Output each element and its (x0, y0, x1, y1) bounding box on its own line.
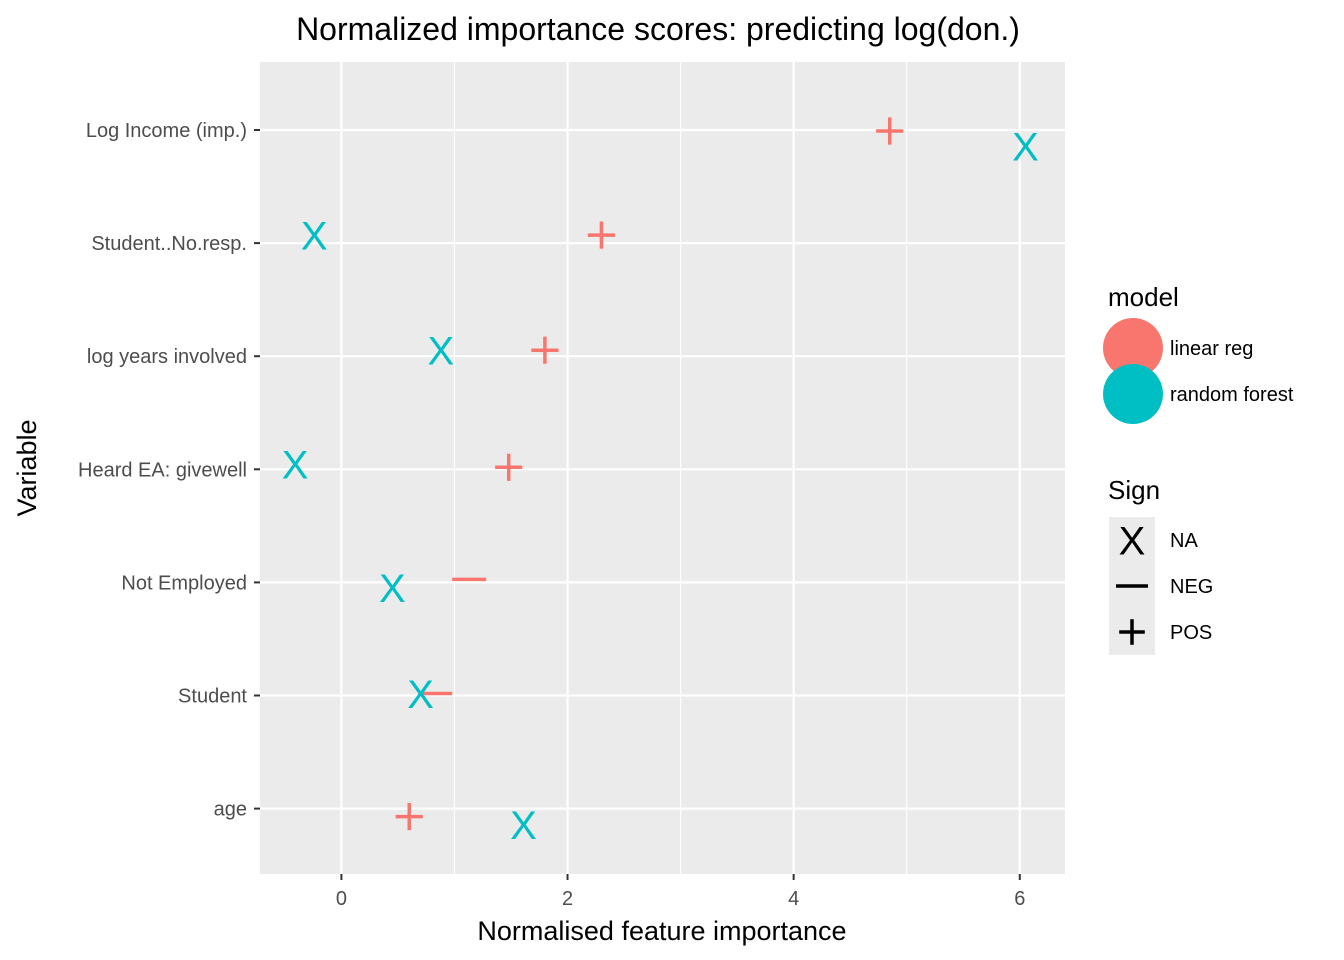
point-random-forest-na: X (407, 673, 434, 717)
x-tick-label: 6 (1014, 888, 1025, 910)
point-random-forest-na-glyph: X (282, 444, 309, 488)
point-linear-reg-pos (876, 117, 904, 145)
point-random-forest-na: X (1012, 125, 1039, 169)
point-random-forest-na-glyph: X (407, 673, 434, 717)
y-tick-label: Heard EA: givewell (78, 459, 247, 481)
chart-title: Normalized importance scores: predicting… (296, 11, 1020, 47)
legend-sign-label: POS (1170, 622, 1212, 644)
plot-panel (260, 62, 1065, 874)
y-tick-label: Student..No.resp. (91, 233, 247, 255)
point-linear-reg-pos (531, 336, 559, 364)
point-random-forest-na: X (428, 330, 455, 374)
legend-sign-title: Sign (1108, 475, 1160, 505)
point-random-forest-na-glyph: X (301, 215, 328, 259)
x-axis-ticks: 0 2 4 6 (336, 874, 1025, 910)
y-tick-label: log years involved (87, 346, 247, 368)
y-axis-title: Variable (12, 419, 42, 516)
legend-model-label: random forest (1170, 384, 1294, 406)
point-random-forest-na-glyph: X (1012, 125, 1039, 169)
point-random-forest-na: X (301, 215, 328, 259)
x-tick-label: 0 (336, 888, 347, 910)
data-points: X X X X X X X (282, 117, 1039, 848)
legend-sign-key-pos (1119, 619, 1145, 645)
y-tick-label: Student (178, 686, 247, 708)
point-random-forest-na-glyph: X (510, 804, 537, 848)
legend-model-key (1103, 364, 1163, 424)
legend-sign-label: NEG (1170, 576, 1213, 598)
y-tick-label: Not Employed (121, 572, 247, 594)
legend-model: model linear reg random forest (1103, 282, 1294, 424)
legend-sign-label: NA (1170, 530, 1198, 552)
point-linear-reg-pos (587, 221, 616, 249)
y-axis-ticks: Log Income (imp.) Student..No.resp. log ye… (78, 120, 260, 821)
x-tick-label: 4 (788, 888, 799, 910)
point-random-forest-na-glyph: X (379, 567, 406, 611)
legend-model-key (1103, 318, 1163, 378)
x-axis-title: Normalised feature importance (477, 916, 846, 946)
point-linear-reg-pos (495, 453, 523, 481)
legend-sign-key-na-glyph: X (1119, 519, 1146, 563)
point-random-forest-na: X (379, 567, 406, 611)
point-random-forest-na-glyph: X (428, 330, 455, 374)
grid-lines (260, 62, 1065, 874)
x-tick-label: 2 (562, 888, 573, 910)
legend-model-label: linear reg (1170, 338, 1253, 360)
point-linear-reg-pos (395, 803, 423, 831)
legend-model-title: model (1108, 282, 1179, 312)
legend-sign-key-na: X (1119, 519, 1146, 563)
point-random-forest-na: X (282, 444, 309, 488)
y-tick-label: Log Income (imp.) (86, 120, 247, 142)
legend-sign: Sign X NA NEG POS (1108, 475, 1213, 655)
y-tick-label: age (214, 799, 247, 821)
point-random-forest-na: X (510, 804, 537, 848)
